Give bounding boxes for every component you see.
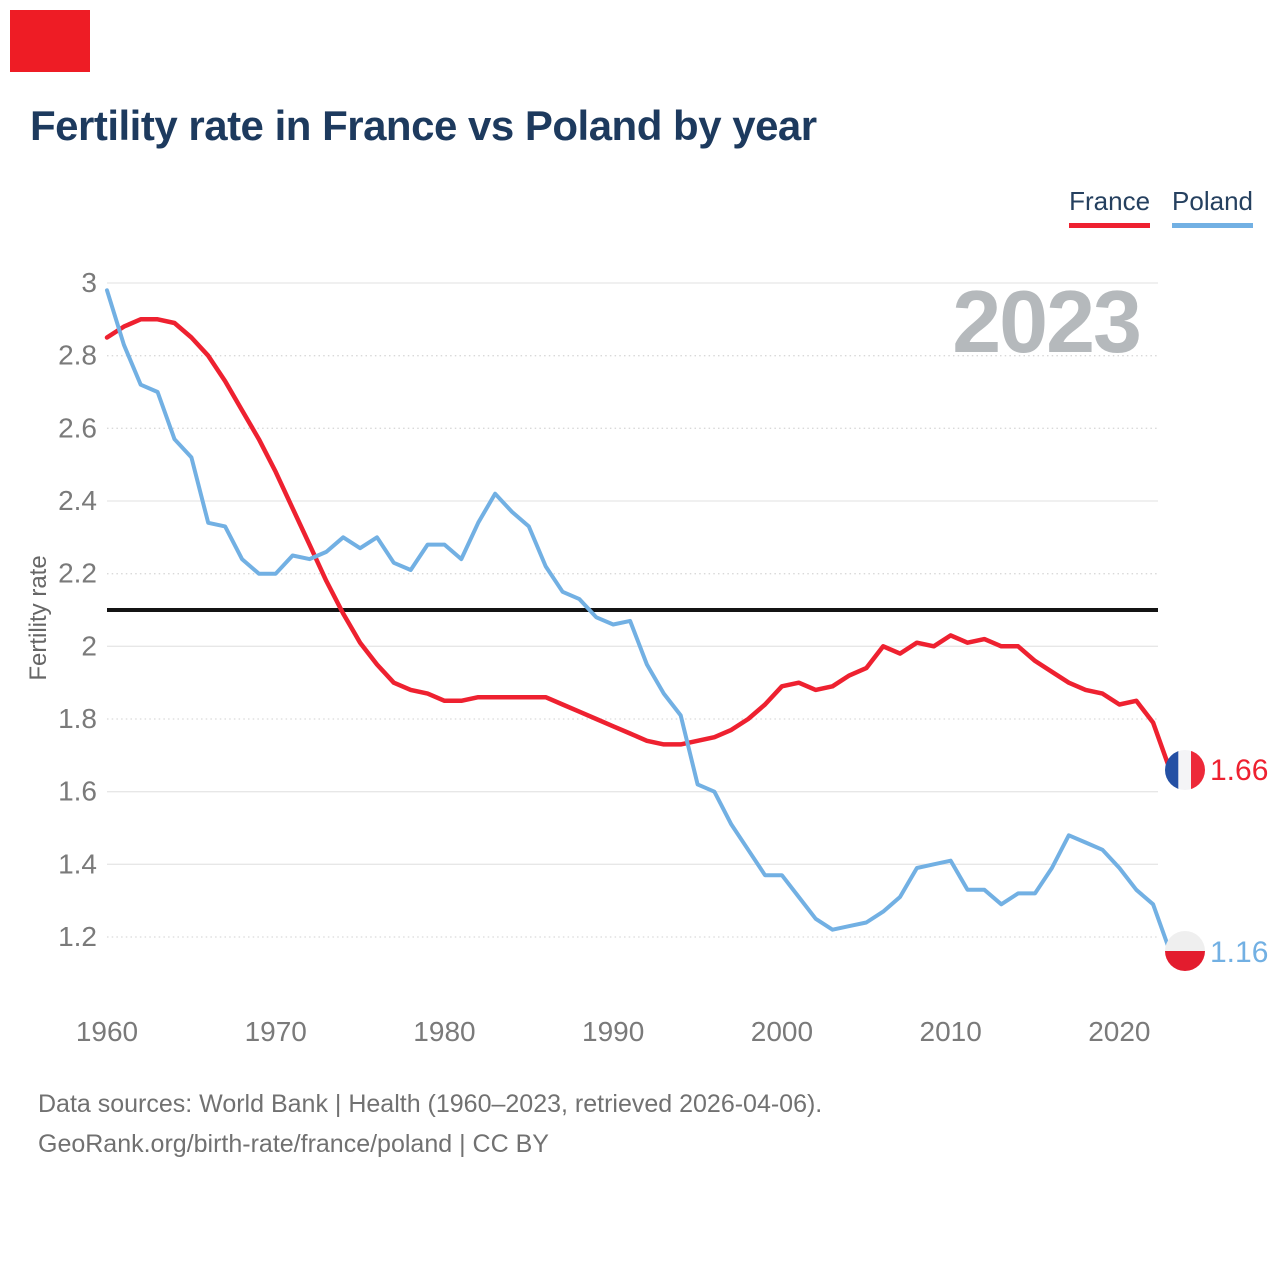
x-tick-label: 2010 xyxy=(920,1016,982,1047)
red-accent-block xyxy=(10,10,90,72)
y-tick-label: 2.8 xyxy=(58,340,97,371)
y-tick-label: 1.8 xyxy=(58,703,97,734)
gridlines xyxy=(107,282,1158,938)
y-tick-label: 3 xyxy=(81,267,97,298)
legend-item-france[interactable]: France xyxy=(1069,186,1151,228)
x-tick-label: 2000 xyxy=(751,1016,813,1047)
y-tick-label: 2 xyxy=(81,630,97,661)
axis-tick-labels: 3 2.8 2.6 2.4 2.2 2 1.8 1.6 1.4 1.2 1960 1970 1980 19… xyxy=(58,267,1150,1047)
watermark-year: 2023 xyxy=(952,272,1140,371)
y-tick-label: 1.2 xyxy=(58,921,97,952)
france-flag-icon xyxy=(1165,750,1205,790)
y-axis-title: Fertility rate xyxy=(25,555,52,680)
footer: Data sources: World Bank | Health (1960–… xyxy=(38,1084,822,1164)
poland-flag-icon xyxy=(1165,931,1205,971)
x-tick-label: 1970 xyxy=(245,1016,307,1047)
x-tick-label: 1960 xyxy=(76,1016,138,1047)
y-tick-label: 2.4 xyxy=(58,485,97,516)
y-tick-label: 2.2 xyxy=(58,558,97,589)
x-tick-label: 1990 xyxy=(582,1016,644,1047)
chart-title: Fertility rate in France vs Poland by ye… xyxy=(30,102,817,149)
legend: France Poland xyxy=(1069,186,1253,228)
y-tick-label: 2.6 xyxy=(58,412,97,443)
poland-line xyxy=(105,288,1172,954)
poland-flag-red-half xyxy=(1165,951,1205,971)
france-flag-red-stripe xyxy=(1191,750,1205,790)
france-flag-white-stripe xyxy=(1178,750,1192,790)
france-flag-blue-stripe xyxy=(1165,750,1179,790)
y-tick-label: 1.4 xyxy=(58,848,97,879)
x-tick-label: 2020 xyxy=(1088,1016,1150,1047)
x-tick-label: 1980 xyxy=(413,1016,475,1047)
legend-item-poland[interactable]: Poland xyxy=(1172,186,1253,228)
poland-end-value: 1.16 xyxy=(1210,936,1268,969)
poland-flag-white-half xyxy=(1165,931,1205,951)
footer-attribution: GeoRank.org/birth-rate/france/poland | C… xyxy=(38,1130,549,1158)
footer-sources: Data sources: World Bank | Health (1960–… xyxy=(38,1090,823,1118)
y-tick-label: 1.6 xyxy=(58,776,97,807)
france-end-value: 1.66 xyxy=(1210,754,1268,787)
france-line xyxy=(104,317,1173,773)
